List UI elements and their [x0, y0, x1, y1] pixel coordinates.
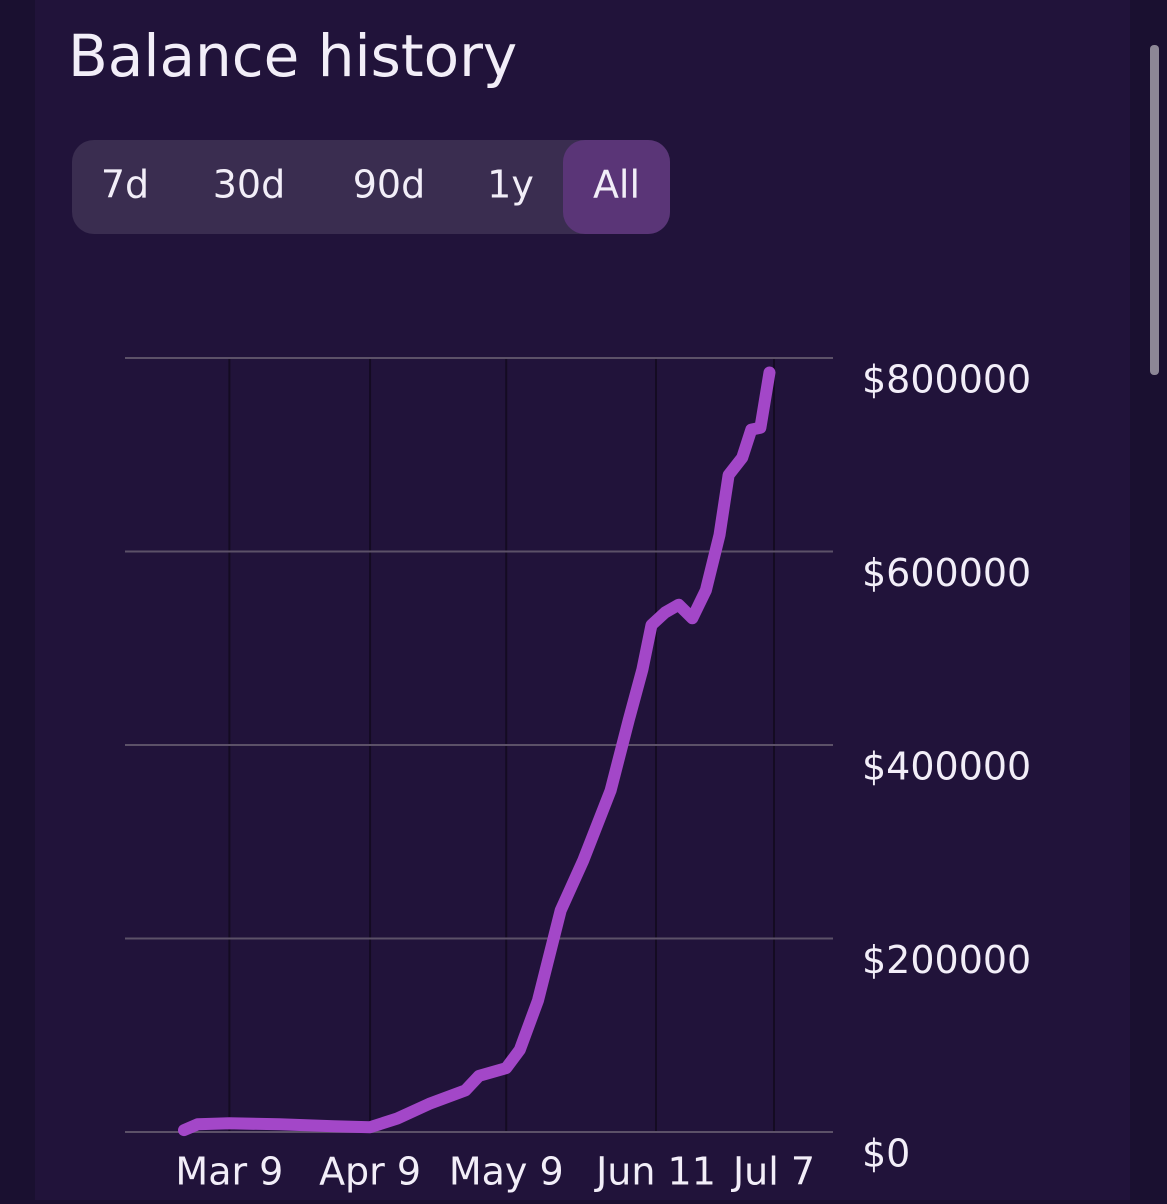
- tab[interactable]: 30d: [213, 163, 285, 207]
- tab[interactable]: All: [593, 163, 640, 207]
- tab-selected-bg: [563, 140, 670, 234]
- card: [35, 0, 1130, 1200]
- tab[interactable]: 1y: [487, 163, 534, 207]
- balance-line: [178, 366, 776, 1137]
- tab[interactable]: 90d: [353, 163, 425, 207]
- x-tick-label: Jul 7: [731, 1150, 815, 1194]
- title: Balance history: [68, 22, 517, 90]
- tab[interactable]: 7d: [101, 163, 149, 207]
- y-tick-label: $600000: [862, 551, 1031, 595]
- y-tick-label: $800000: [862, 358, 1031, 402]
- tab-bar: [72, 140, 670, 234]
- y-tick-label: $200000: [862, 938, 1031, 982]
- scrollbar: [1150, 45, 1159, 375]
- x-tick-label: May 9: [449, 1150, 564, 1194]
- y-tick-label: $400000: [862, 745, 1031, 789]
- x-tick-label: Mar 9: [175, 1150, 283, 1194]
- x-tick-label: Jun 11: [594, 1150, 716, 1194]
- y-tick-label: $0: [862, 1132, 910, 1176]
- x-tick-label: Apr 9: [319, 1150, 421, 1194]
